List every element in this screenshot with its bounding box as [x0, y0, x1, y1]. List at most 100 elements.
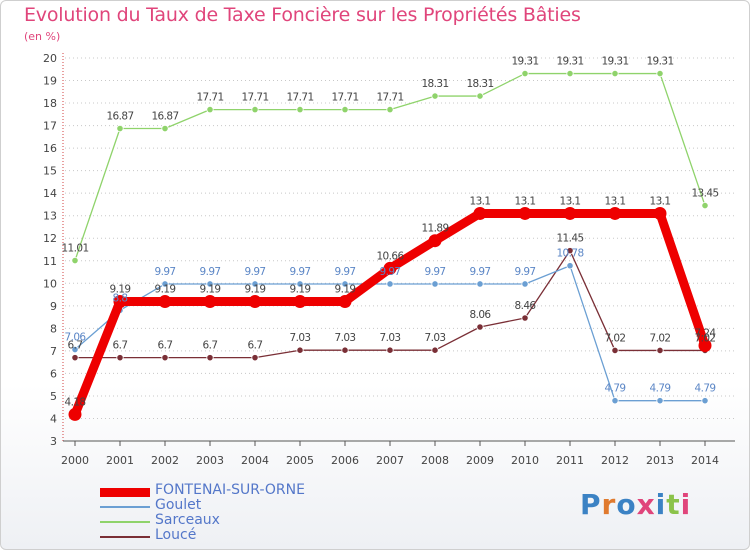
data-point [518, 206, 532, 220]
data-label: 17.71 [286, 92, 313, 104]
data-point [71, 354, 79, 362]
x-tick-label: 2012 [601, 454, 629, 467]
data-label: 9.19 [155, 284, 176, 296]
data-label: 6.7 [203, 340, 218, 352]
data-label: 7.02 [650, 332, 671, 344]
logo-letter: r [601, 488, 617, 521]
data-point [386, 280, 394, 288]
y-tick-label: 4 [50, 412, 57, 425]
y-tick-label: 11 [43, 255, 57, 268]
y-tick-label: 15 [43, 165, 57, 178]
data-point [476, 323, 484, 331]
data-label: 6.7 [248, 340, 263, 352]
axes [62, 53, 735, 446]
data-label: 13.1 [650, 195, 671, 207]
legend-swatch [100, 536, 150, 538]
data-label: 9.97 [200, 266, 221, 278]
data-point [341, 280, 349, 288]
data-label: 17.71 [241, 92, 268, 104]
data-label: 4.79 [605, 383, 626, 395]
data-point [203, 295, 217, 309]
x-tick-label: 2008 [421, 454, 449, 467]
x-tick-label: 2009 [466, 454, 494, 467]
y-tick-label: 9 [50, 300, 57, 313]
data-point [71, 345, 79, 354]
data-label: 9.97 [155, 266, 176, 278]
data-label: 7.03 [380, 332, 401, 344]
data-label: 13.1 [605, 195, 626, 207]
x-tick-label: 2006 [331, 454, 359, 467]
data-point [206, 280, 214, 288]
legend-swatch [100, 506, 150, 508]
x-tick-label: 2013 [646, 454, 674, 467]
x-tick-label: 2014 [691, 454, 719, 467]
data-label: 7.06 [65, 332, 87, 344]
data-label: 9.97 [515, 266, 536, 278]
data-label: 6.7 [158, 340, 173, 352]
data-point [161, 280, 169, 288]
data-label: 10.66 [376, 250, 404, 262]
data-label: 9.19 [245, 284, 266, 296]
x-tick-label: 2005 [286, 454, 314, 467]
y-tick-label: 18 [43, 97, 57, 110]
data-label: 9.97 [245, 266, 266, 278]
data-point [563, 206, 577, 220]
data-point [206, 354, 214, 362]
data-label: 17.71 [196, 92, 223, 104]
data-label: 11.45 [556, 233, 583, 245]
proxiti-logo: Proxiti [580, 488, 691, 521]
data-label: 9.19 [290, 284, 311, 296]
data-point [251, 280, 259, 288]
data-point [431, 346, 439, 354]
legend-item: Loucé [100, 527, 400, 545]
data-label: 8.06 [470, 309, 492, 321]
data-point [341, 105, 349, 114]
data-label: 19.31 [511, 56, 538, 68]
data-point [566, 262, 574, 270]
data-label: 7.03 [335, 332, 356, 344]
y-tick-label: 20 [43, 52, 57, 65]
data-point [386, 105, 394, 114]
data-label: 18.31 [466, 78, 493, 90]
y-tick-label: 5 [50, 390, 57, 403]
data-point [296, 105, 304, 114]
data-label: 9.19 [335, 284, 356, 296]
data-point [383, 261, 397, 275]
data-label: 9.97 [335, 266, 356, 278]
data-label: 13.45 [691, 188, 718, 200]
data-label: 9.97 [380, 266, 401, 278]
data-label: 4.18 [65, 396, 86, 408]
y-tick-label: 8 [50, 322, 57, 335]
data-label: 9.97 [470, 266, 491, 278]
data-label: 7.03 [425, 332, 446, 344]
data-point [71, 256, 79, 265]
data-point [473, 206, 487, 220]
y-tick-label: 13 [43, 210, 57, 223]
legend-swatch [100, 487, 150, 497]
data-label: 19.31 [601, 56, 628, 68]
x-tick-label: 2011 [556, 454, 584, 467]
data-point [611, 397, 619, 405]
data-point [701, 201, 709, 210]
x-tick-label: 2002 [151, 454, 179, 467]
data-point [653, 206, 667, 220]
data-label: 19.31 [556, 56, 583, 68]
data-label: 9.19 [110, 284, 131, 296]
y-tick-label: 17 [43, 120, 57, 133]
data-label: 18.31 [421, 78, 448, 90]
legend-item: FONTENAI-SUR-ORNE [100, 482, 400, 500]
data-label: 16.87 [151, 111, 178, 123]
y-tick-label: 10 [43, 277, 57, 290]
data-point [158, 295, 172, 309]
data-label: 6.7 [68, 340, 83, 352]
y-tick-label: 19 [43, 75, 57, 88]
y-tick-label: 7 [50, 345, 57, 358]
data-point [116, 354, 124, 362]
data-point [431, 280, 439, 288]
data-point [566, 247, 574, 255]
data-label: 9.19 [200, 284, 221, 296]
data-label: 19.31 [646, 56, 673, 68]
data-label: 7.24 [695, 327, 717, 339]
x-tick-label: 2003 [196, 454, 224, 467]
data-label: 9.97 [290, 266, 311, 278]
